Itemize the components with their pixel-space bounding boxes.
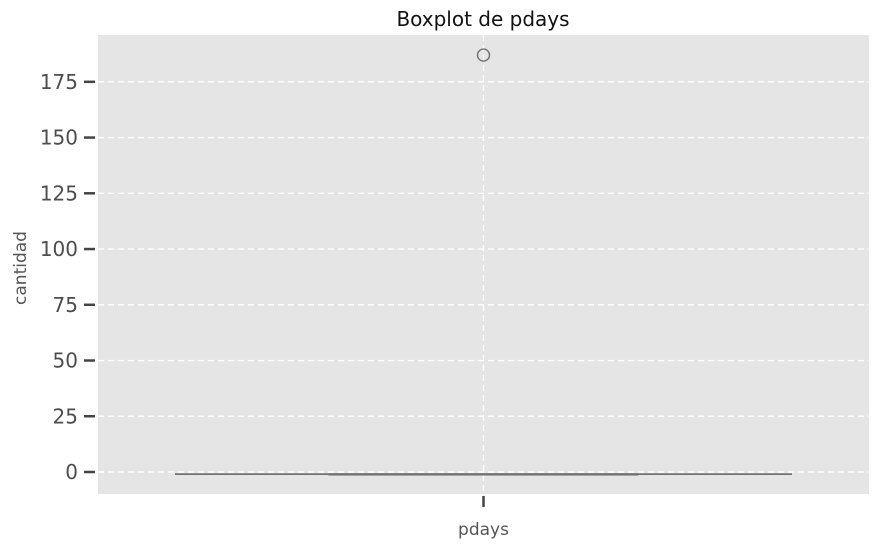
y-tick-label: 125 [40, 181, 78, 205]
outlier-point [476, 48, 491, 62]
y-tick-label: 175 [40, 70, 78, 94]
y-tick-label: 50 [53, 349, 78, 373]
x-tick-label: pdays [458, 520, 509, 540]
y-tick-label: 0 [65, 460, 78, 484]
y-axis-label: cantidad [11, 231, 31, 305]
y-tick-label: 25 [53, 404, 78, 428]
y-tick-label: 150 [40, 126, 78, 150]
y-tick-label: 75 [53, 293, 78, 317]
chart-title: Boxplot de pdays [396, 7, 569, 31]
y-tick-label: 100 [40, 237, 78, 261]
